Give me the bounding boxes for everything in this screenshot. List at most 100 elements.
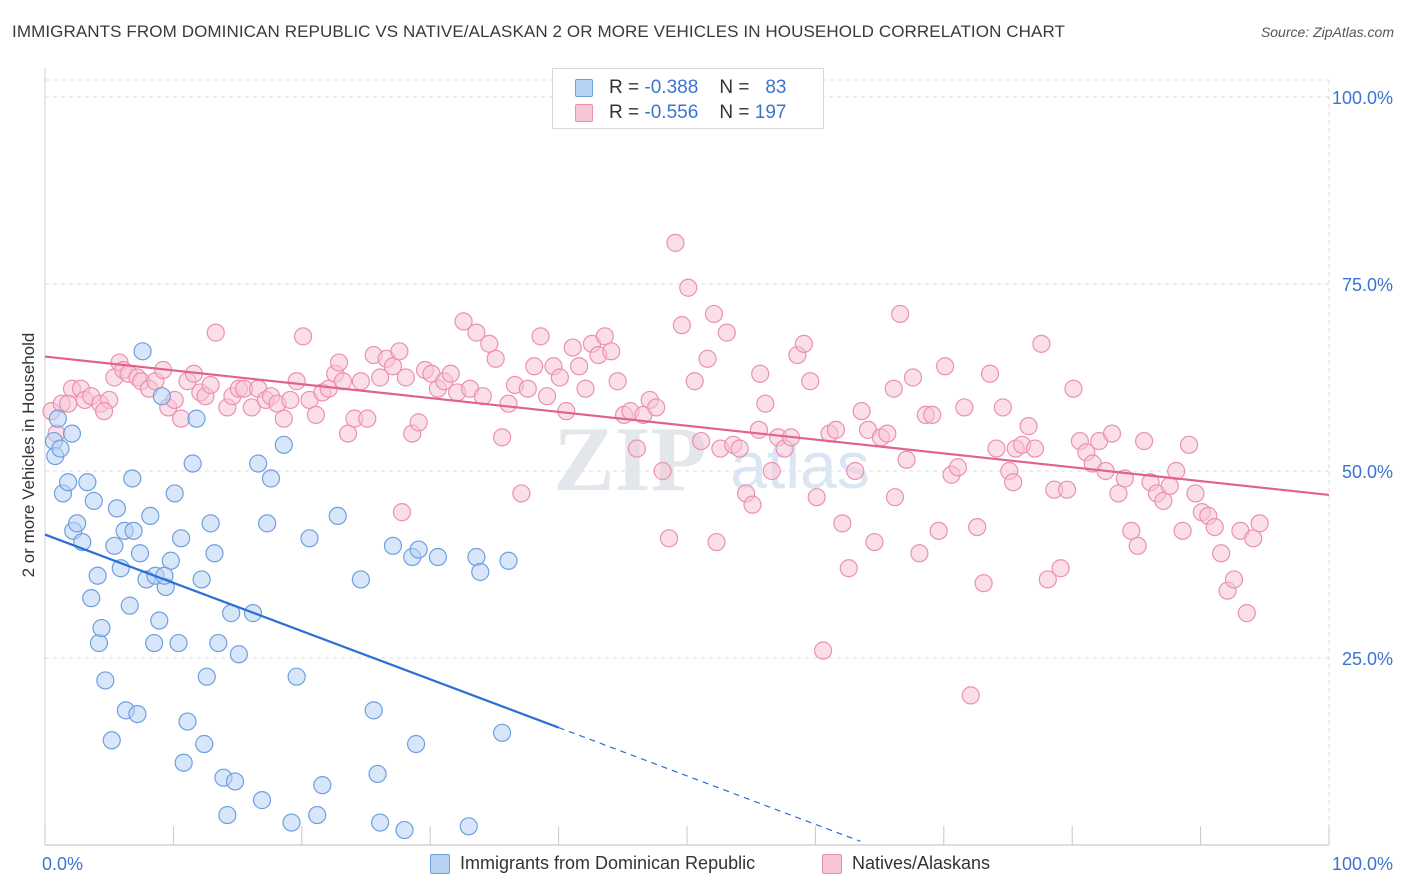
data-point xyxy=(242,398,261,417)
data-point xyxy=(48,409,67,428)
data-point xyxy=(1064,379,1083,398)
data-point xyxy=(1102,424,1122,443)
r-value: -0.388 xyxy=(644,77,699,98)
data-point xyxy=(120,596,139,615)
legend-swatch-blue xyxy=(430,854,450,874)
data-point xyxy=(814,641,833,660)
data-point xyxy=(1205,517,1224,537)
data-point xyxy=(201,375,220,395)
data-point xyxy=(1019,417,1038,436)
data-point xyxy=(525,357,544,376)
data-point xyxy=(92,618,111,638)
data-point xyxy=(935,357,955,376)
data-point xyxy=(493,428,512,447)
data-point xyxy=(852,402,871,421)
data-point xyxy=(903,368,923,387)
data-point xyxy=(1135,431,1154,451)
data-point xyxy=(885,488,905,507)
data-point xyxy=(141,506,160,525)
data-point xyxy=(948,458,968,477)
data-point xyxy=(229,645,248,664)
data-point xyxy=(923,405,942,424)
data-point xyxy=(454,312,473,331)
data-point xyxy=(371,368,390,387)
data-point xyxy=(833,514,852,533)
data-point xyxy=(987,439,1006,458)
data-point xyxy=(749,420,769,439)
x-tick-label: 0.0% xyxy=(42,854,83,874)
data-point xyxy=(329,353,349,372)
data-point xyxy=(480,334,499,353)
data-point xyxy=(679,278,698,297)
data-point xyxy=(884,379,903,398)
data-point xyxy=(647,398,666,417)
y-tick-label: 75.0% xyxy=(1342,275,1393,295)
swatch-blue xyxy=(575,79,593,97)
data-point xyxy=(839,559,858,578)
data-point xyxy=(225,772,245,791)
trend-line-natives-alaskans xyxy=(44,355,1330,497)
data-point xyxy=(161,551,180,570)
data-point xyxy=(910,544,929,563)
y-axis-label: 2 or more Vehicles in Household xyxy=(19,332,38,578)
data-point xyxy=(102,731,121,750)
data-point xyxy=(396,368,415,387)
data-point xyxy=(486,349,505,368)
data-point xyxy=(281,390,300,410)
data-point xyxy=(59,473,78,492)
data-point xyxy=(751,364,770,383)
data-point xyxy=(499,551,518,570)
data-point xyxy=(306,405,326,424)
data-point xyxy=(197,667,216,686)
data-point xyxy=(980,364,1000,383)
data-point xyxy=(62,424,82,443)
data-point xyxy=(88,566,107,585)
data-point xyxy=(205,544,224,563)
data-point xyxy=(128,704,147,724)
n-value: 197 xyxy=(754,102,787,123)
data-point xyxy=(537,387,557,406)
data-point xyxy=(672,316,691,335)
data-point xyxy=(878,424,897,443)
legend-label: Immigrants from Dominican Republic xyxy=(460,853,756,873)
data-point xyxy=(602,342,621,361)
data-point xyxy=(123,469,142,488)
data-point xyxy=(390,342,409,361)
data-point xyxy=(692,431,711,451)
data-point xyxy=(685,372,704,391)
data-point xyxy=(993,398,1012,417)
data-point xyxy=(183,454,202,473)
data-point xyxy=(89,633,109,653)
data-point xyxy=(308,805,327,825)
data-point xyxy=(1004,473,1023,492)
data-point xyxy=(1038,570,1057,589)
data-point xyxy=(653,461,672,481)
data-point xyxy=(471,562,490,582)
data-point xyxy=(252,791,272,810)
data-point xyxy=(192,570,211,589)
data-point xyxy=(145,633,164,653)
trend-line-dominican-republic xyxy=(44,533,559,729)
data-point xyxy=(627,439,647,458)
data-point xyxy=(172,409,191,428)
data-point xyxy=(293,327,313,346)
data-point xyxy=(704,304,724,324)
data-point xyxy=(409,540,428,559)
data-point xyxy=(1032,334,1051,353)
data-point xyxy=(206,323,225,342)
data-point xyxy=(1250,514,1269,533)
data-point xyxy=(428,547,448,567)
data-point xyxy=(358,409,377,428)
data-point xyxy=(59,394,78,413)
data-point xyxy=(261,469,281,488)
n-value: 83 xyxy=(765,77,787,98)
data-point xyxy=(666,233,685,252)
data-point xyxy=(51,439,70,458)
data-point xyxy=(730,439,749,458)
data-point xyxy=(274,409,293,428)
data-point xyxy=(794,334,813,353)
data-point xyxy=(249,454,268,473)
data-point xyxy=(84,491,103,511)
data-point xyxy=(169,633,188,653)
data-point xyxy=(67,514,87,533)
